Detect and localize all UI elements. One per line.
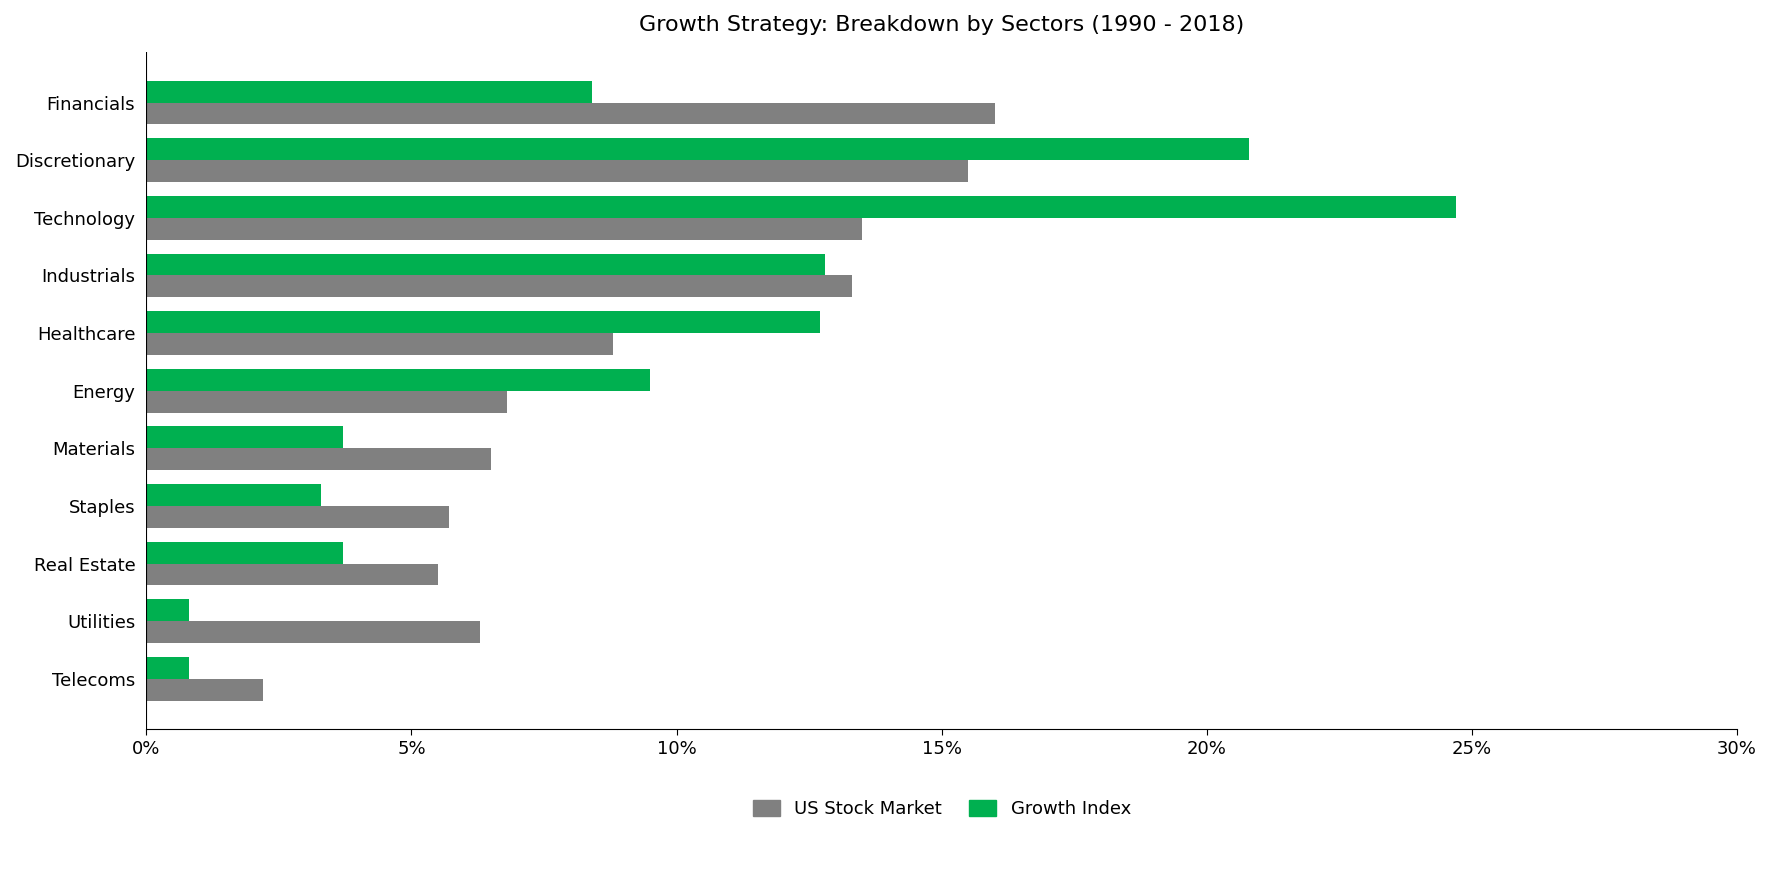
Bar bbox=[147, 506, 448, 527]
Bar bbox=[147, 312, 820, 333]
Bar bbox=[147, 103, 994, 125]
Bar bbox=[147, 390, 507, 412]
Bar bbox=[147, 599, 190, 621]
Bar bbox=[147, 564, 438, 586]
Bar bbox=[147, 657, 190, 679]
Bar bbox=[147, 621, 480, 643]
Bar bbox=[147, 196, 1457, 218]
Bar bbox=[147, 218, 863, 240]
Bar bbox=[147, 333, 613, 355]
Bar bbox=[147, 138, 1249, 160]
Bar bbox=[147, 679, 262, 701]
Bar bbox=[147, 160, 968, 182]
Bar bbox=[147, 427, 342, 449]
Bar bbox=[147, 449, 491, 470]
Bar bbox=[147, 484, 321, 506]
Legend: US Stock Market, Growth Index: US Stock Market, Growth Index bbox=[746, 793, 1138, 826]
Bar bbox=[147, 275, 852, 297]
Bar bbox=[147, 369, 650, 390]
Bar bbox=[147, 542, 342, 564]
Bar bbox=[147, 81, 592, 103]
Bar bbox=[147, 253, 826, 275]
Title: Growth Strategy: Breakdown by Sectors (1990 - 2018): Growth Strategy: Breakdown by Sectors (1… bbox=[640, 15, 1244, 35]
